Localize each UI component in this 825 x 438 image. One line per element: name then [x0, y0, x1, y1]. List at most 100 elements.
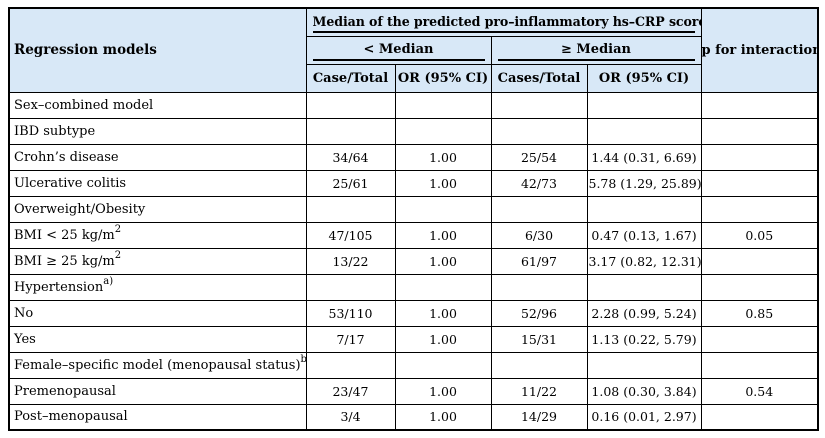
- cases-total-ge-cell: [490, 117, 588, 145]
- or-lt-cell: 1.00: [394, 169, 492, 197]
- table-row: BMI ≥ 25 kg/m2 13/22 1.00 61/97 3.17 (0.82, …: [8, 247, 819, 275]
- row-label-text: BMI ≥ 25 kg/m: [14, 253, 115, 269]
- row-label-text: Post–menopausal: [14, 409, 128, 425]
- table-row: Crohn’s disease 34/64 1.00 25/54 1.44 (0.31,…: [8, 143, 819, 171]
- p-interaction-cell: [700, 117, 819, 145]
- cases-total-ge-cell: [490, 351, 588, 379]
- case-total-lt-cell: 7/17: [305, 325, 396, 353]
- row-label-text: Ulcerative colitis: [14, 175, 127, 191]
- header-ge-median: ≥ Median: [490, 35, 702, 65]
- table-row: Hypertensiona): [8, 273, 819, 301]
- header-row-groups: < Median ≥ Median: [9, 35, 818, 65]
- row-label: Premenopausal: [8, 377, 307, 405]
- header-p-for-interaction: p for interaction: [700, 7, 819, 93]
- row-label-text: Crohn’s disease: [14, 149, 119, 165]
- cases-total-ge-cell: [490, 91, 588, 119]
- or-ge-cell: 0.47 (0.13, 1.67): [586, 221, 702, 249]
- header-ge-median-label: ≥ Median: [497, 40, 695, 61]
- case-total-lt-cell: 13/22: [305, 247, 396, 275]
- or-lt-cell: [394, 273, 492, 301]
- p-interaction-cell: [700, 325, 819, 353]
- case-total-lt-cell: [305, 195, 396, 223]
- cases-total-ge-cell: 14/29: [490, 403, 588, 431]
- header-lt-median: < Median: [305, 35, 492, 65]
- p-interaction-cell: [700, 351, 819, 379]
- header-case-total-lt: Case/Total: [305, 63, 396, 93]
- or-ge-cell: [586, 195, 702, 223]
- table-body: Sex–combined model IBD subtype Crohn’s dis…: [8, 91, 819, 431]
- row-label-text: BMI < 25 kg/m: [14, 227, 115, 243]
- header-cases-total-ge: Cases/Total: [490, 63, 588, 93]
- row-label: Hypertensiona): [8, 273, 307, 301]
- row-label-superscript: 2: [114, 250, 122, 262]
- case-total-lt-cell: 53/110: [305, 299, 396, 327]
- or-ge-cell: 5.78 (1.29, 25.89): [586, 169, 702, 197]
- table-row: Sex–combined model: [8, 91, 819, 119]
- cases-total-ge-cell: [490, 195, 588, 223]
- p-interaction-cell: [700, 195, 819, 223]
- or-ge-cell: 1.44 (0.31, 6.69): [586, 143, 702, 171]
- case-total-lt-cell: [305, 91, 396, 119]
- row-label-text: Yes: [14, 331, 36, 347]
- case-total-lt-cell: [305, 117, 396, 145]
- row-label: IBD subtype: [8, 117, 307, 145]
- or-lt-cell: 1.00: [394, 403, 492, 431]
- or-ge-cell: 0.16 (0.01, 2.97): [586, 403, 702, 431]
- or-ge-cell: [586, 351, 702, 379]
- or-ge-cell: 1.13 (0.22, 5.79): [586, 325, 702, 353]
- cases-total-ge-cell: 42/73: [490, 169, 588, 197]
- or-ge-cell: 3.17 (0.82, 12.31): [586, 247, 702, 275]
- row-label: Overweight/Obesity: [8, 195, 307, 223]
- row-label-text: Hypertension: [14, 279, 104, 295]
- cases-total-ge-cell: 6/30: [490, 221, 588, 249]
- or-ge-cell: [586, 91, 702, 119]
- table-row: Ulcerative colitis 25/61 1.00 42/73 5.78 (1.…: [8, 169, 819, 197]
- table-row: Overweight/Obesity: [8, 195, 819, 223]
- case-total-lt-cell: [305, 273, 396, 301]
- row-label: Female–specific model (menopausal status…: [8, 351, 307, 379]
- or-lt-cell: 1.00: [394, 377, 492, 405]
- or-lt-cell: 1.00: [394, 325, 492, 353]
- cases-total-ge-cell: 15/31: [490, 325, 588, 353]
- row-label-text: No: [14, 305, 34, 321]
- cases-total-ge-cell: 25/54: [490, 143, 588, 171]
- or-ge-cell: 2.28 (0.99, 5.24): [586, 299, 702, 327]
- or-lt-cell: 1.00: [394, 247, 492, 275]
- row-label-text: Sex–combined model: [14, 97, 154, 113]
- table-row: BMI < 25 kg/m2 47/105 1.00 6/30 0.47 (0.13, …: [8, 221, 819, 249]
- cases-total-ge-cell: 52/96: [490, 299, 588, 327]
- case-total-lt-cell: 23/47: [305, 377, 396, 405]
- header-row-spanner: Regression models Median of the predicte…: [8, 7, 819, 93]
- table-row: No 53/110 1.00 52/96 2.28 (0.99, 5.24) 0.85: [8, 299, 819, 327]
- case-total-lt-cell: 34/64: [305, 143, 396, 171]
- p-interaction-cell: [700, 169, 819, 197]
- p-interaction-cell: [700, 143, 819, 171]
- row-label-superscript: a): [103, 276, 114, 288]
- row-label: Yes: [8, 325, 307, 353]
- row-label: No: [8, 299, 307, 327]
- row-label: Sex–combined model: [8, 91, 307, 119]
- cases-total-ge-cell: 61/97: [490, 247, 588, 275]
- or-lt-cell: 1.00: [394, 143, 492, 171]
- case-total-lt-cell: [305, 351, 396, 379]
- p-interaction-cell: 0.54: [700, 377, 819, 405]
- p-interaction-cell: 0.05: [700, 221, 819, 249]
- row-label: Ulcerative colitis: [8, 169, 307, 197]
- table-row: Female–specific model (menopausal status…: [8, 351, 819, 379]
- row-label-text: Premenopausal: [14, 383, 116, 399]
- header-median-spanner-label: Median of the predicted pro–inflammatory…: [312, 12, 700, 33]
- header-median-spanner: Median of the predicted pro–inflammatory…: [305, 7, 702, 37]
- p-interaction-cell: [700, 247, 819, 275]
- p-interaction-cell: 0.85: [700, 299, 819, 327]
- or-lt-cell: [394, 351, 492, 379]
- cases-total-ge-cell: 11/22: [490, 377, 588, 405]
- row-label-text: IBD subtype: [14, 123, 96, 139]
- header-lt-median-label: < Median: [312, 40, 485, 61]
- p-interaction-cell: [700, 403, 819, 431]
- row-label: Post–menopausal: [8, 403, 307, 431]
- regression-results-table: Regression models Median of the predicte…: [8, 7, 819, 431]
- or-lt-cell: [394, 195, 492, 223]
- or-lt-cell: 1.00: [394, 299, 492, 327]
- cases-total-ge-cell: [490, 273, 588, 301]
